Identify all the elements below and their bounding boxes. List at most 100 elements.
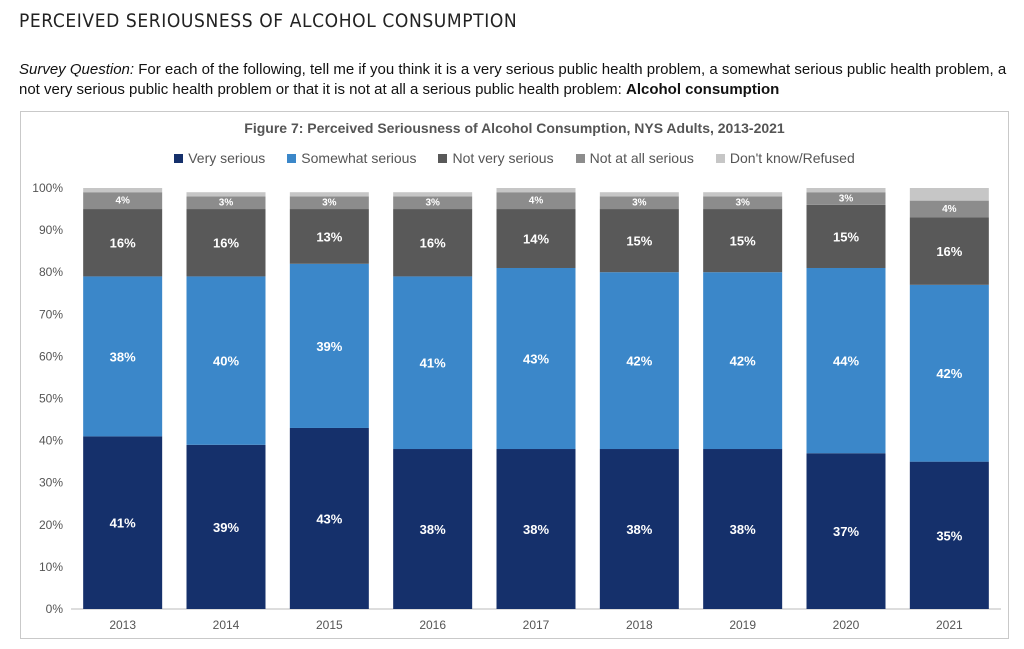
chart-title: Figure 7: Perceived Seriousness of Alcoh… xyxy=(244,120,785,136)
chart-container: Figure 7: Perceived Seriousness of Alcoh… xyxy=(20,111,1009,639)
data-label: 38% xyxy=(730,522,756,537)
bar-segment xyxy=(83,192,163,210)
bar-segment xyxy=(806,204,886,268)
y-tick-label: 40% xyxy=(39,434,63,448)
data-label: 14% xyxy=(523,232,549,247)
x-tick-label: 2015 xyxy=(316,618,343,632)
y-tick-label: 50% xyxy=(39,392,63,406)
bar-segment xyxy=(806,192,886,205)
bar-segment xyxy=(909,200,989,218)
bar-segment xyxy=(289,427,369,609)
legend-item: Somewhat serious xyxy=(287,150,416,166)
bar-segment xyxy=(393,196,473,210)
data-label: 15% xyxy=(730,234,756,249)
legend-swatch xyxy=(575,153,585,163)
y-tick-label: 20% xyxy=(39,518,63,532)
bar-segment xyxy=(496,209,576,268)
data-label: 43% xyxy=(316,511,342,526)
data-label: 3% xyxy=(632,198,647,209)
x-tick-label: 2016 xyxy=(419,618,446,632)
survey-question-label: Survey Question: xyxy=(19,61,135,78)
bar-segment xyxy=(289,196,369,210)
bar-segment xyxy=(83,188,163,193)
data-label: 16% xyxy=(110,236,136,251)
data-label: 42% xyxy=(730,354,756,369)
data-label: 38% xyxy=(523,522,549,537)
survey-question-topic: Alcohol consumption xyxy=(626,81,780,98)
bar-segment xyxy=(186,209,266,277)
bar-segment xyxy=(909,188,989,201)
data-label: 15% xyxy=(833,229,859,244)
data-label: 41% xyxy=(420,356,446,371)
bar-segment xyxy=(599,192,679,197)
bar-segment xyxy=(496,188,576,193)
bar-segment xyxy=(599,196,679,210)
data-label: 4% xyxy=(115,196,130,207)
x-tick-label: 2018 xyxy=(626,618,653,632)
legend-swatch xyxy=(174,153,184,163)
bar-segment xyxy=(806,188,886,193)
data-label: 16% xyxy=(213,236,239,251)
data-label: 16% xyxy=(936,244,962,259)
data-label: 3% xyxy=(735,198,750,209)
bar-segment xyxy=(806,453,886,609)
legend-swatch xyxy=(287,153,297,163)
bar-segment xyxy=(393,276,473,450)
x-tick-label: 2013 xyxy=(109,618,136,632)
x-tick-label: 2021 xyxy=(936,618,963,632)
bar-segment xyxy=(393,449,473,609)
bar-segment xyxy=(599,449,679,609)
data-label: 3% xyxy=(839,194,854,205)
data-label: 3% xyxy=(219,198,234,209)
legend-item: Not very serious xyxy=(438,150,554,166)
y-tick-label: 60% xyxy=(39,349,63,363)
data-label: 40% xyxy=(213,354,239,369)
data-label: 42% xyxy=(936,366,962,381)
bar-segment xyxy=(186,192,266,197)
legend-item: Very serious xyxy=(174,150,265,166)
bar-segment xyxy=(909,284,989,462)
x-tick-label: 2020 xyxy=(833,618,860,632)
bar-segment xyxy=(703,192,783,197)
data-label: 3% xyxy=(425,198,440,209)
data-label: 13% xyxy=(316,229,342,244)
y-tick-label: 30% xyxy=(39,476,63,490)
data-label: 3% xyxy=(322,198,337,209)
bar-segment xyxy=(909,461,989,609)
legend-item: Don't know/Refused xyxy=(715,150,855,166)
legend-label: Don't know/Refused xyxy=(729,150,855,166)
bar-segment xyxy=(496,192,576,210)
y-tick-label: 70% xyxy=(39,307,63,321)
legend-swatch xyxy=(715,153,725,163)
bar-segment xyxy=(83,276,163,437)
legend-label: Not very serious xyxy=(452,150,554,166)
bar-segment xyxy=(186,444,266,609)
bar-segment xyxy=(83,209,163,277)
y-tick-label: 90% xyxy=(39,223,63,237)
data-label: 38% xyxy=(110,349,136,364)
legend-item: Not at all serious xyxy=(575,150,694,166)
data-label: 38% xyxy=(626,522,652,537)
y-tick-label: 10% xyxy=(39,560,63,574)
x-tick-label: 2019 xyxy=(729,618,756,632)
y-tick-label: 100% xyxy=(32,181,63,195)
data-label: 39% xyxy=(213,520,239,535)
bar-segment xyxy=(703,449,783,609)
bar-segment xyxy=(806,267,886,454)
data-label: 4% xyxy=(942,204,957,215)
bar-segment xyxy=(186,196,266,210)
legend-label: Not at all serious xyxy=(589,150,694,166)
bar-segment xyxy=(703,196,783,210)
bar-segment xyxy=(703,272,783,450)
data-label: 43% xyxy=(523,352,549,367)
page-heading: PERCEIVED SERIOUSNESS OF ALCOHOL CONSUMP… xyxy=(19,10,518,32)
stacked-bar-chart: 0% 10% 20% 30% 40% 50% 60% 70% 80% 90% 100% 41% 38% 1… xyxy=(32,181,1001,632)
data-label: 39% xyxy=(316,339,342,354)
bar-segment xyxy=(599,209,679,273)
legend-swatch xyxy=(438,153,448,163)
chart-legend: Very serious Somewhat serious Not very ser… xyxy=(21,150,1008,166)
bar-segment xyxy=(909,217,989,285)
data-label: 15% xyxy=(626,234,652,249)
legend-label: Somewhat serious xyxy=(301,150,417,166)
bar-segment xyxy=(393,209,473,277)
